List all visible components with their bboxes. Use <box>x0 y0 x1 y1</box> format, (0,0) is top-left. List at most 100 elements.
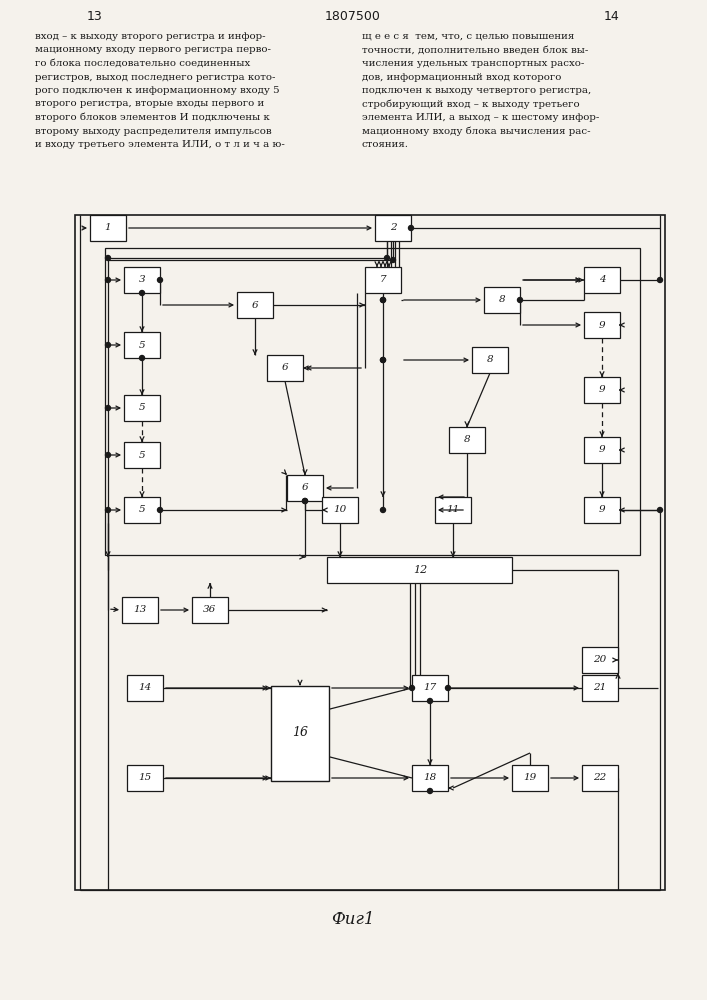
Circle shape <box>105 255 110 260</box>
Text: 8: 8 <box>486 356 493 364</box>
Circle shape <box>390 257 395 262</box>
Text: точности, дополнительно введен блок вы-: точности, дополнительно введен блок вы- <box>362 45 588 54</box>
Text: 10: 10 <box>334 506 346 514</box>
Bar <box>237 292 273 318</box>
Text: 19: 19 <box>523 774 537 782</box>
Text: числения удельных транспортных расхо-: числения удельных транспортных расхо- <box>362 59 585 68</box>
Text: подключен к выходу четвертого регистра,: подключен к выходу четвертого регистра, <box>362 86 591 95</box>
Bar <box>287 475 323 501</box>
Circle shape <box>158 508 163 512</box>
Bar <box>584 437 620 463</box>
Bar <box>267 355 303 381</box>
Text: дов, информационный вход которого: дов, информационный вход которого <box>362 73 561 82</box>
Text: 13: 13 <box>87 10 103 23</box>
Text: 12: 12 <box>413 565 427 575</box>
Text: 6: 6 <box>281 363 288 372</box>
Circle shape <box>105 406 110 410</box>
Text: второго блоков элементов И подключены к: второго блоков элементов И подключены к <box>35 113 270 122</box>
Circle shape <box>380 358 385 362</box>
Circle shape <box>139 356 144 360</box>
Bar <box>472 347 508 373</box>
Text: 22: 22 <box>593 774 607 782</box>
Bar <box>582 647 618 673</box>
Text: стробирующий вход – к выходу третьего: стробирующий вход – к выходу третьего <box>362 100 580 109</box>
Text: 18: 18 <box>423 774 437 782</box>
Bar <box>322 497 358 523</box>
Bar <box>435 497 471 523</box>
Circle shape <box>105 452 110 458</box>
Bar <box>512 765 548 791</box>
Text: 15: 15 <box>139 774 151 782</box>
Text: 13: 13 <box>134 605 146 614</box>
Text: мационному входу блока вычисления рас-: мационному входу блока вычисления рас- <box>362 126 590 136</box>
Circle shape <box>658 277 662 282</box>
Text: 8: 8 <box>498 296 506 304</box>
Text: стояния.: стояния. <box>362 140 409 149</box>
Bar <box>584 267 620 293</box>
Bar <box>584 312 620 338</box>
Circle shape <box>380 508 385 512</box>
Text: 4: 4 <box>599 275 605 284</box>
Text: вход – к выходу второго регистра и инфор-: вход – к выходу второго регистра и инфор… <box>35 32 266 41</box>
Bar <box>124 332 160 358</box>
Text: 21: 21 <box>593 684 607 692</box>
Bar <box>582 675 618 701</box>
Bar <box>327 557 513 583</box>
Text: 2: 2 <box>390 224 397 232</box>
Bar <box>90 215 126 241</box>
Text: 16: 16 <box>292 726 308 740</box>
Text: рого подключен к информационному входу 5: рого подключен к информационному входу 5 <box>35 86 280 95</box>
Text: 5: 5 <box>139 506 146 514</box>
Circle shape <box>105 508 110 512</box>
Circle shape <box>385 255 390 260</box>
Text: 9: 9 <box>599 446 605 454</box>
Circle shape <box>105 342 110 348</box>
Circle shape <box>518 298 522 302</box>
Bar <box>582 765 618 791</box>
Bar <box>449 427 485 453</box>
Text: 6: 6 <box>302 484 308 492</box>
Circle shape <box>139 290 144 296</box>
Bar <box>412 675 448 701</box>
Text: 5: 5 <box>139 340 146 350</box>
Bar <box>75 215 665 890</box>
Bar <box>124 497 160 523</box>
Circle shape <box>409 226 414 231</box>
Circle shape <box>303 498 308 504</box>
Text: 7: 7 <box>380 275 386 284</box>
Text: 17: 17 <box>423 684 437 692</box>
Text: элемента ИЛИ, а выход – к шестому инфор-: элемента ИЛИ, а выход – к шестому инфор- <box>362 113 600 122</box>
Circle shape <box>380 298 385 302</box>
Circle shape <box>428 698 433 704</box>
Text: 5: 5 <box>139 403 146 412</box>
Text: 1807500: 1807500 <box>325 10 381 23</box>
Bar <box>271 686 329 780</box>
Bar <box>124 395 160 421</box>
Text: 11: 11 <box>446 506 460 514</box>
Circle shape <box>445 686 450 690</box>
Circle shape <box>409 686 414 690</box>
Bar <box>584 497 620 523</box>
Bar <box>127 675 163 701</box>
Text: 20: 20 <box>593 656 607 664</box>
Text: 3: 3 <box>139 275 146 284</box>
Text: мационному входу первого регистра перво-: мационному входу первого регистра перво- <box>35 45 271 54</box>
Text: щ е е с я  тем, что, с целью повышения: щ е е с я тем, что, с целью повышения <box>362 32 574 41</box>
Text: и входу третьего элемента ИЛИ, о т л и ч а ю-: и входу третьего элемента ИЛИ, о т л и ч… <box>35 140 285 149</box>
Bar <box>365 267 401 293</box>
Text: 14: 14 <box>604 10 620 23</box>
Circle shape <box>303 498 308 504</box>
Circle shape <box>380 358 385 362</box>
Circle shape <box>428 788 433 794</box>
Bar <box>124 442 160 468</box>
Text: го блока последовательно соединенных: го блока последовательно соединенных <box>35 59 250 68</box>
Text: 9: 9 <box>599 385 605 394</box>
Circle shape <box>105 277 110 282</box>
Text: регистров, выход последнего регистра кото-: регистров, выход последнего регистра кот… <box>35 73 276 82</box>
Bar <box>124 267 160 293</box>
Bar <box>105 248 640 555</box>
Circle shape <box>380 298 385 302</box>
Text: 36: 36 <box>204 605 216 614</box>
Text: 14: 14 <box>139 684 151 692</box>
Bar <box>484 287 520 313</box>
